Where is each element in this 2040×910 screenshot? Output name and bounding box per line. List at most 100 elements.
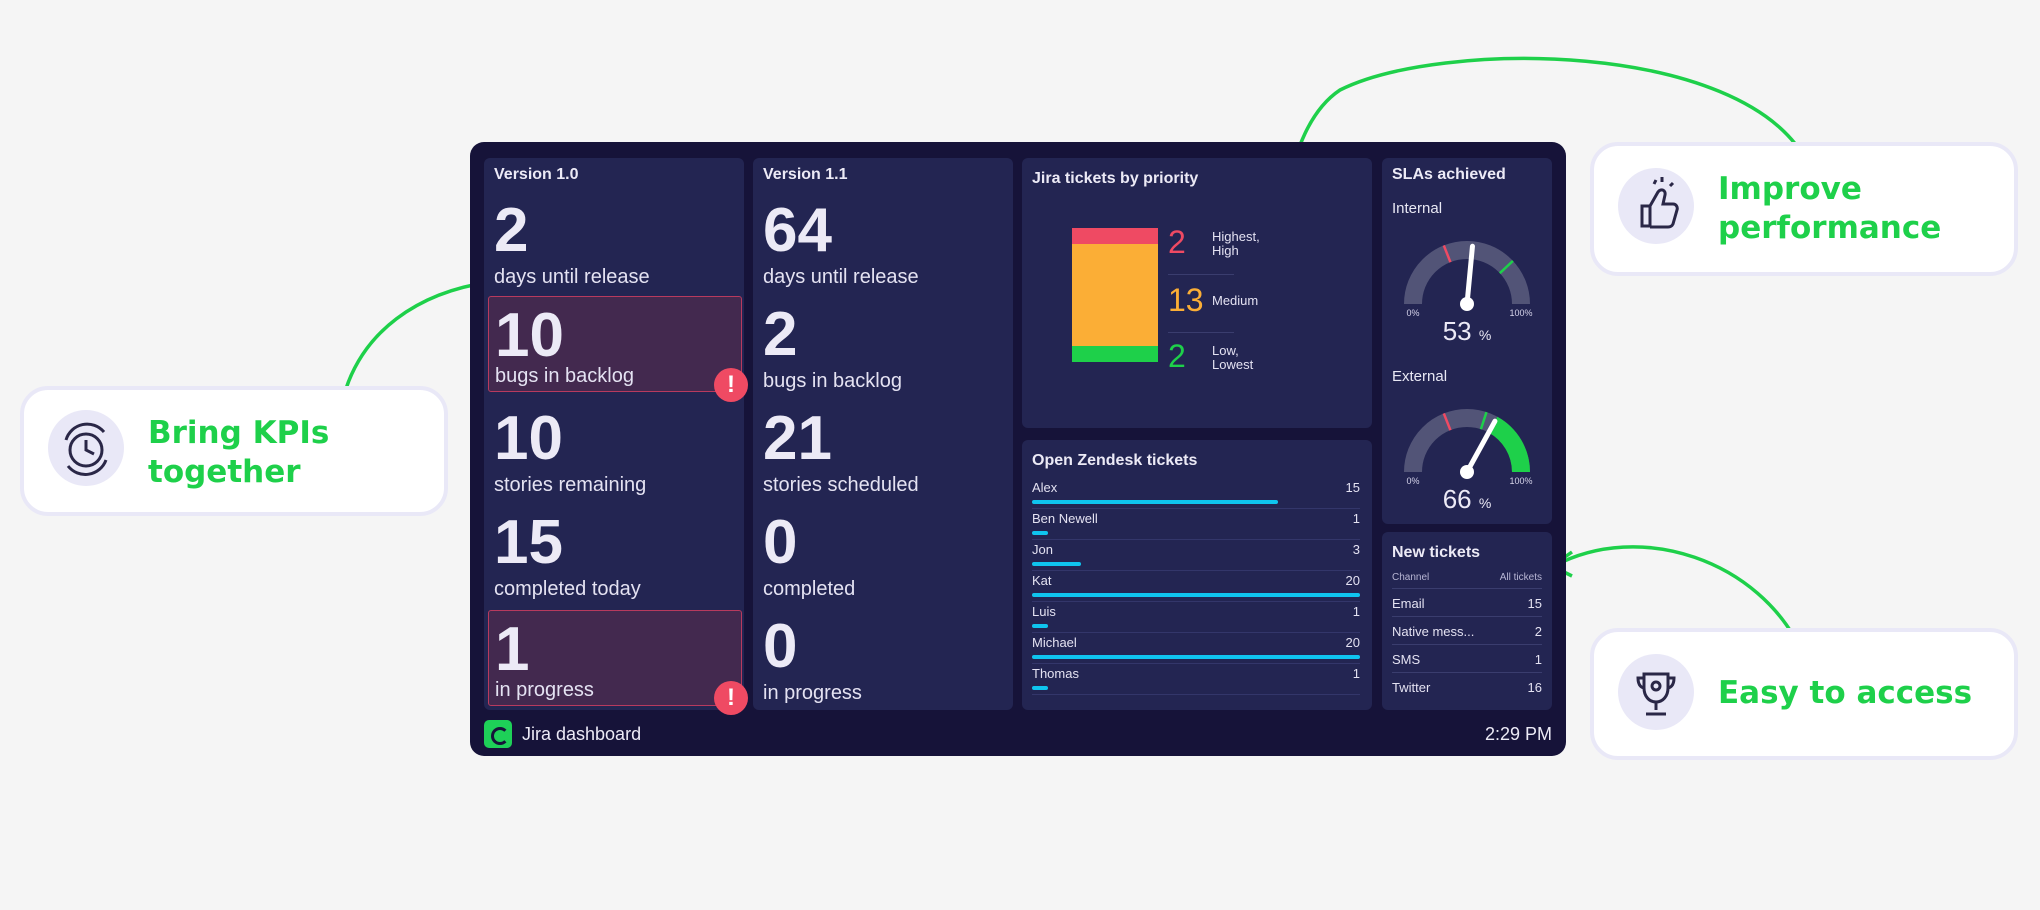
external-gauge: 0% 100% [1404, 409, 1533, 486]
internal-gauge: 0% 100% [1404, 241, 1533, 318]
kpi-label: days until release [494, 266, 650, 288]
arrow-access [1553, 545, 1804, 653]
kpi-in-progress: 0 in progress [757, 608, 1009, 706]
priority-divider [1168, 274, 1234, 275]
kpi-label: bugs in backlog [495, 365, 634, 387]
channel-name: Twitter [1392, 680, 1431, 695]
gauge-pivot [1460, 297, 1474, 311]
panel-title: SLAs achieved [1392, 166, 1506, 183]
kpi-completed-today: 15 completed today [488, 504, 740, 602]
callout-easy-to-access: Easy to access [1590, 628, 2018, 760]
table-row: Native mess... 2 [1392, 616, 1542, 645]
kpi-bugs-in-backlog: 2 bugs in backlog [757, 296, 1009, 394]
gauge-needle [1464, 243, 1475, 307]
ticket-count: 15 [1345, 480, 1360, 495]
gauge-threshold-red [1442, 244, 1452, 263]
gauge-max-label: 100% [1509, 476, 1532, 486]
ticket-count: 1 [1534, 652, 1542, 667]
ticket-count: 3 [1352, 542, 1360, 557]
sla-internal-value: 53 % [1442, 316, 1492, 346]
kpi-label: completed [763, 578, 856, 600]
agent-name: Alex [1032, 480, 1058, 495]
sla-external-value: 66 % [1442, 484, 1492, 514]
callout-improve-performance: Improve performance [1590, 142, 2018, 276]
dashboard-name: Jira dashboard [522, 724, 642, 744]
kpi-completed: 0 completed [757, 504, 1009, 602]
priority-panel: Jira tickets by priority 2 Highest, High … [1022, 158, 1372, 428]
priority-label: Medium [1212, 293, 1259, 308]
zendesk-panel: Open Zendesk tickets Alex 15 Ben Newell 1 Jo… [1022, 440, 1372, 710]
zendesk-row: Kat 20 [1032, 571, 1360, 602]
kpi-value: 15 [494, 508, 563, 577]
priority-value: 2 [1168, 338, 1186, 374]
alert-icon: ! [714, 368, 748, 402]
ticket-bar [1032, 686, 1049, 690]
column-header-all-tickets: All tickets [1499, 572, 1542, 583]
kpi-value: 10 [495, 301, 564, 370]
clock-time: 2:29 PM [1484, 724, 1552, 744]
callout-text: Bring KPIs together [148, 415, 330, 490]
priority-label: Low, Lowest [1212, 343, 1254, 372]
table-row: Email 15 [1392, 588, 1542, 617]
ticket-count: 1 [1352, 666, 1360, 681]
ticket-bar [1032, 624, 1049, 628]
sla-panel: SLAs achieved Internal 0% 100% 53 % Exter… [1382, 158, 1552, 524]
ticket-count: 20 [1345, 573, 1360, 588]
app-logo-icon [484, 720, 512, 748]
kpi-value: 2 [494, 196, 529, 265]
kpi-value: 2 [763, 300, 798, 369]
priority-row-low: 2 Low, Lowest [1168, 338, 1368, 378]
table-row: Twitter 16 [1392, 672, 1542, 701]
gauge-pivot [1460, 465, 1474, 479]
priority-value: 13 [1168, 282, 1204, 318]
ticket-count: 20 [1345, 635, 1360, 650]
agent-name: Ben Newell [1032, 511, 1098, 526]
trophy-icon [1618, 654, 1694, 730]
sla-external-label: External [1392, 368, 1448, 385]
gauge-needle [1464, 418, 1498, 475]
ticket-bar [1032, 655, 1360, 659]
zendesk-row: Alex 15 [1032, 478, 1360, 509]
gauge-track [1404, 241, 1530, 305]
priority-bar-high [1072, 228, 1158, 244]
panel-title: Version 1.1 [763, 166, 848, 183]
ticket-count: 16 [1527, 680, 1542, 695]
zendesk-row: Ben Newell 1 [1032, 509, 1360, 540]
priority-divider [1168, 332, 1234, 333]
panel-title: New tickets [1392, 544, 1481, 561]
version-1-0-panel: Version 1.0 2 days until release 10 bugs… [484, 158, 744, 710]
agent-name: Jon [1032, 542, 1053, 557]
kpi-label: in progress [495, 679, 594, 701]
kpi-label: days until release [763, 266, 919, 288]
zendesk-row: Luis 1 [1032, 602, 1360, 633]
kpi-value: 0 [763, 508, 798, 577]
alert-icon: ! [714, 681, 748, 715]
callout-text: Easy to access [1718, 675, 1973, 711]
kpi-value: 64 [763, 196, 832, 265]
panel-title: Open Zendesk tickets [1032, 452, 1198, 469]
priority-bar-medium [1072, 244, 1158, 346]
agent-name: Michael [1032, 635, 1077, 650]
channel-name: SMS [1392, 652, 1421, 667]
kpi-value: 1 [495, 615, 530, 684]
kpi-days-until-release: 64 days until release [757, 192, 1009, 290]
priority-label: Highest, High [1212, 229, 1260, 258]
gauge-min-label: 0% [1406, 476, 1419, 486]
gauge-max-label: 100% [1509, 308, 1532, 318]
zendesk-row: Jon 3 [1032, 540, 1360, 571]
jira-dashboard: Version 1.0 2 days until release 10 bugs… [470, 142, 1566, 756]
priority-bar-low [1072, 346, 1158, 362]
priority-row-medium: 13 Medium [1168, 282, 1368, 322]
sla-internal-label: Internal [1392, 200, 1443, 217]
panel-title: Jira tickets by priority [1032, 170, 1199, 187]
gauge-threshold-green [1479, 411, 1488, 430]
gauge-fill [1488, 416, 1530, 473]
kpi-value: 10 [494, 404, 563, 473]
thumbs-up-icon [1618, 168, 1694, 244]
column-header-channel: Channel [1392, 572, 1430, 583]
kpi-value: 0 [763, 612, 798, 681]
kpi-label: in progress [763, 682, 862, 704]
ticket-bar [1032, 531, 1049, 535]
table-row: SMS 1 [1392, 644, 1542, 673]
gauge-threshold-green [1498, 259, 1514, 275]
